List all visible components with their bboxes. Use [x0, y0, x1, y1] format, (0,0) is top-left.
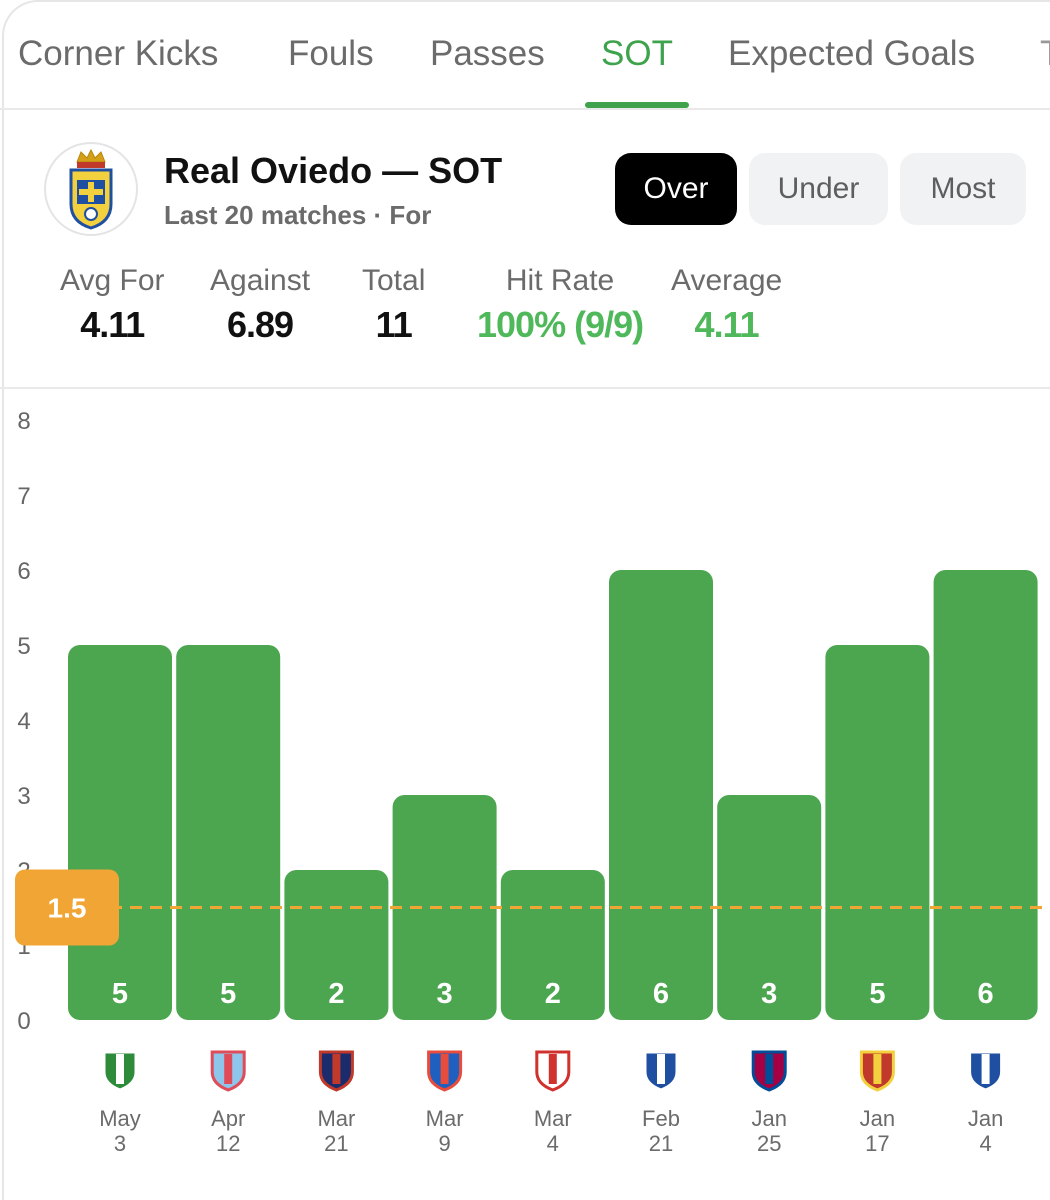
y-tick-label: 3 — [17, 783, 30, 810]
alaves-crest-icon — [968, 1050, 1004, 1092]
bar-value-label: 5 — [220, 978, 236, 1010]
crest-stripe — [873, 1054, 882, 1084]
stat-tabs: Corner Kicks Fouls Passes SOT Expected G… — [0, 0, 1050, 110]
stat-label: Total — [362, 264, 426, 297]
x-tick-day: 21 — [324, 1131, 348, 1156]
bar-value-label: 2 — [545, 978, 561, 1010]
x-tick-month: Jan — [751, 1106, 786, 1131]
bar-value-label: 2 — [328, 978, 344, 1010]
x-tick-day: 9 — [438, 1131, 450, 1156]
y-tick-label: 0 — [17, 1008, 30, 1035]
stat-value: 4.11 — [80, 304, 145, 345]
real-sociedad-crest-icon — [643, 1050, 679, 1092]
stat-value: 6.89 — [227, 304, 294, 345]
stat-avg-for: Avg For 4.11 — [60, 264, 165, 346]
x-tick-day: 12 — [216, 1131, 240, 1156]
x-tick-day: 25 — [757, 1131, 781, 1156]
section-divider — [0, 387, 1050, 389]
stat-average: Average 4.11 — [671, 264, 782, 346]
bar — [933, 570, 1038, 1020]
x-tick-day: 4 — [547, 1131, 559, 1156]
team-title: Real Oviedo — SOT — [164, 150, 503, 191]
crest-stripe — [981, 1054, 990, 1084]
real-betis-crest-icon — [102, 1050, 138, 1092]
tab-passes[interactable]: Passes — [430, 34, 545, 73]
real-oviedo-crest-icon — [44, 142, 138, 236]
stat-value: 4.11 — [694, 304, 760, 345]
x-tick-day: 3 — [114, 1131, 126, 1156]
stat-label: Average — [671, 264, 783, 297]
y-tick-label: 6 — [17, 558, 30, 585]
bar — [68, 645, 172, 1020]
tab-corner-kicks[interactable]: Corner Kicks — [18, 34, 219, 73]
x-tick-month: May — [99, 1106, 141, 1131]
levante-crest-icon — [318, 1050, 354, 1092]
bar-value-label: 3 — [437, 978, 453, 1010]
stat-value: 11 — [375, 304, 413, 345]
stat-against: Against 6.89 — [210, 264, 310, 346]
bar — [717, 795, 822, 1020]
x-tick-day: 21 — [649, 1131, 673, 1156]
stat-label: Avg For — [60, 264, 165, 297]
threshold-badge — [15, 869, 119, 946]
y-tick-label: 8 — [17, 408, 30, 435]
celta-vigo-crest-icon — [210, 1050, 246, 1092]
stat-value: 100% (9/9) — [477, 304, 644, 345]
y-tick-label: 5 — [17, 633, 30, 660]
bar-value-label: 5 — [112, 978, 128, 1010]
tab-overflow[interactable]: T — [1040, 34, 1050, 74]
bar — [825, 645, 930, 1020]
x-tick-month: Mar — [426, 1106, 464, 1131]
x-tick-month: Jan — [968, 1106, 1003, 1131]
espanyol-crest-icon — [427, 1050, 463, 1092]
x-tick-month: Apr — [211, 1106, 245, 1131]
bar-value-label: 3 — [761, 978, 777, 1010]
y-tick-label: 7 — [17, 483, 30, 510]
x-tick-month: Mar — [317, 1106, 355, 1131]
x-tick-day: 4 — [979, 1131, 991, 1156]
crest-stripe — [657, 1054, 665, 1084]
x-tick-month: Jan — [860, 1106, 895, 1131]
rayo-vallecano-crest-icon — [535, 1050, 571, 1092]
crest-stripe — [548, 1054, 557, 1084]
osasuna-crest-icon — [859, 1050, 895, 1092]
bar — [176, 645, 281, 1020]
bar — [392, 795, 497, 1020]
stat-label: Against — [210, 264, 311, 297]
most-toggle-button[interactable]: Most — [900, 153, 1026, 225]
crest-stripe — [116, 1054, 124, 1084]
x-tick-month: Mar — [534, 1106, 572, 1131]
stat-hit-rate: Hit Rate 100% (9/9) — [477, 264, 644, 346]
x-tick-month: Feb — [642, 1106, 680, 1131]
tab-sot[interactable]: SOT — [601, 34, 673, 73]
bar-value-label: 6 — [978, 978, 994, 1010]
team-subtitle: Last 20 matches · For — [164, 200, 432, 230]
x-tick-day: 17 — [865, 1131, 889, 1156]
stat-label: Hit Rate — [505, 264, 615, 297]
tab-fouls[interactable]: Fouls — [288, 34, 374, 73]
bar-value-label: 5 — [869, 978, 885, 1010]
crest-stripe — [440, 1054, 449, 1084]
over-toggle-button[interactable]: Over — [615, 153, 737, 225]
crest-stripe — [332, 1054, 341, 1084]
crest-stripe — [765, 1054, 774, 1084]
bar — [609, 570, 713, 1020]
under-toggle-button[interactable]: Under — [749, 153, 888, 225]
y-tick-label: 4 — [17, 708, 30, 735]
crest-stripe — [224, 1054, 233, 1084]
bar-value-label: 6 — [653, 978, 669, 1010]
tab-expected-goals[interactable]: Expected Goals — [728, 34, 976, 73]
threshold-label: 1.5 — [48, 893, 87, 924]
sot-bar-chart: 0123456785May35Apr122Mar213Mar92Mar46Feb… — [15, 408, 1050, 1156]
barcelona-crest-icon — [751, 1050, 787, 1092]
stat-total: Total 11 — [362, 264, 425, 346]
active-tab-indicator — [585, 102, 689, 108]
